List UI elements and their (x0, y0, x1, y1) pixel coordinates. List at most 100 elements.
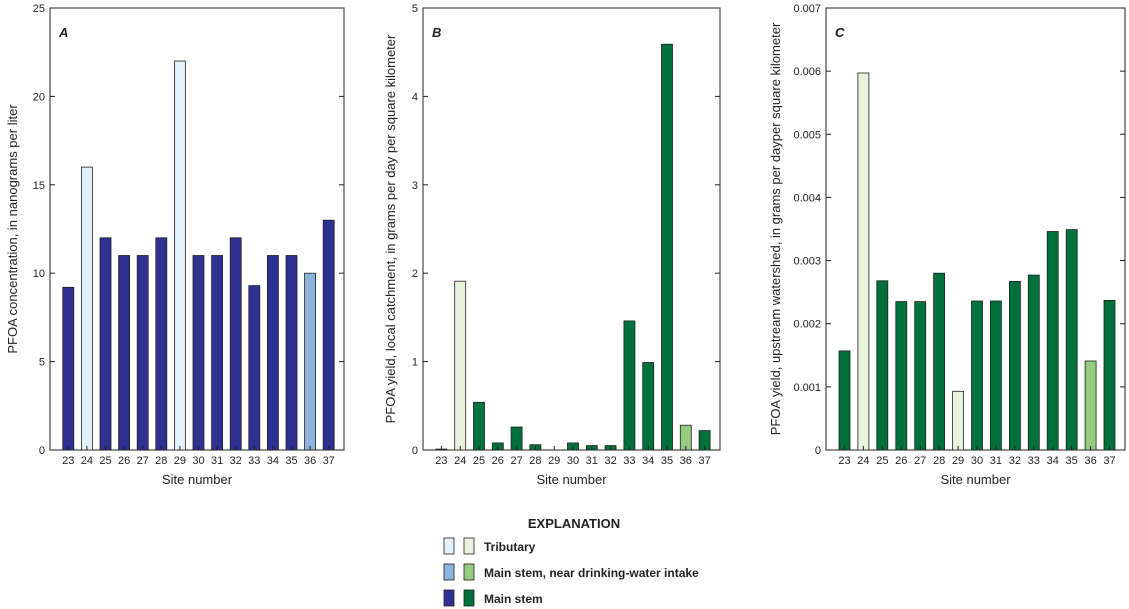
x-tick-label: 24 (857, 455, 869, 467)
bar-35 (1065, 229, 1078, 451)
panel-letter: C (835, 25, 845, 40)
x-tick-label: 37 (698, 455, 710, 467)
x-tick-label: 33 (623, 455, 635, 467)
bar-29 (173, 60, 186, 451)
x-tick-label: 23 (435, 455, 447, 467)
x-tick-label: 34 (1047, 455, 1059, 467)
y-tick-label: 5 (412, 3, 418, 15)
x-tick-label: 31 (211, 455, 223, 467)
bar-31 (990, 300, 1002, 451)
bar-35 (285, 255, 298, 451)
x-tick-label: 32 (230, 455, 242, 467)
bar-37 (322, 219, 335, 451)
bar-27 (136, 255, 149, 451)
y-tick-label: 25 (33, 3, 45, 15)
bar-34 (266, 255, 279, 451)
bar-25 (473, 401, 485, 451)
bar-25 (876, 280, 889, 451)
y-tick-label: 0 (39, 445, 45, 457)
x-tick-label: 34 (267, 455, 279, 467)
bar-28 (155, 237, 168, 451)
bar-36 (304, 272, 317, 451)
x-tick-label: 29 (174, 455, 186, 467)
y-tick-label: 4 (412, 91, 418, 103)
x-tick-label: 36 (1084, 455, 1096, 467)
plot-frame (422, 7, 721, 451)
legend-label-tributary: Tributary (484, 540, 536, 554)
bar-29 (952, 390, 964, 451)
y-tick-label: 0.004 (793, 192, 821, 204)
x-tick-label: 24 (81, 455, 93, 467)
x-tick-label: 28 (155, 455, 167, 467)
legend-swatch-intake-green (463, 563, 475, 581)
x-tick-label: 25 (473, 455, 485, 467)
bar-25 (99, 237, 112, 451)
x-tick-label: 30 (192, 455, 204, 467)
x-tick-label: 26 (118, 455, 130, 467)
bar-34 (642, 362, 655, 451)
y-tick-label: 0.003 (793, 256, 821, 268)
x-tick-label: 36 (304, 455, 316, 467)
y-axis-title: PFOA concentration, in nanograms per lit… (5, 104, 20, 354)
bar-37 (1103, 299, 1116, 451)
x-tick-label: 31 (990, 455, 1002, 467)
x-tick-label: 24 (454, 455, 466, 467)
x-tick-label: 29 (548, 455, 560, 467)
bar-33 (623, 320, 636, 451)
legend: EXPLANATION Tributary Main stem, near dr… (443, 516, 699, 607)
bar-24 (857, 72, 870, 451)
y-tick-label: 0.005 (793, 129, 821, 141)
x-tick-label: 25 (876, 455, 888, 467)
x-tick-label: 37 (1103, 455, 1115, 467)
bar-33 (1027, 274, 1040, 451)
bar-27 (914, 301, 927, 451)
bar-32 (1009, 280, 1021, 451)
x-tick-label: 28 (933, 455, 945, 467)
legend-swatch-tributary-green (463, 537, 475, 555)
panel-letter: A (58, 25, 68, 40)
bar-26 (118, 255, 130, 451)
chart-panel-c: 0 0.001 0.002 0.003 0.004 0.005 0.006 0.007 23 24… (768, 3, 1126, 487)
x-tick-label: 35 (1066, 455, 1078, 467)
y-tick-label: 2 (412, 268, 418, 280)
x-axis-title: Site number (162, 472, 233, 487)
y-tick-label: 0 (815, 445, 821, 457)
x-tick-label: 27 (137, 455, 149, 467)
legend-swatch-mainstem-green (463, 589, 475, 607)
x-tick-label: 25 (99, 455, 111, 467)
bar-35 (661, 43, 673, 451)
x-tick-label: 32 (604, 455, 616, 467)
x-tick-label: 31 (586, 455, 598, 467)
y-tick-label: 20 (33, 91, 45, 103)
x-tick-label: 26 (492, 455, 504, 467)
x-tick-label: 33 (248, 455, 260, 467)
y-tick-label: 0.007 (793, 3, 821, 15)
x-tick-label: 32 (1009, 455, 1021, 467)
bar-24 (454, 280, 467, 451)
y-tick-label: 1 (412, 357, 418, 369)
bar-32 (229, 237, 242, 451)
y-tick-label: 0 (412, 445, 418, 457)
legend-label-intake: Main stem, near drinking-water intake (484, 566, 699, 580)
y-tick-label: 0.001 (793, 382, 821, 394)
legend-swatch-intake-blue (443, 563, 455, 581)
x-tick-label: 30 (567, 455, 579, 467)
legend-label-mainstem: Main stem (484, 592, 543, 606)
y-tick-label: 3 (412, 180, 418, 192)
y-tick-label: 15 (33, 180, 45, 192)
y-tick-label: 10 (33, 268, 45, 280)
bar-23 (62, 286, 75, 451)
bar-24 (81, 166, 93, 451)
bar-36 (1084, 360, 1097, 451)
y-tick-label: 5 (39, 357, 45, 369)
bar-28 (933, 272, 945, 451)
x-tick-label: 27 (510, 455, 522, 467)
bar-26 (895, 301, 908, 451)
x-tick-label: 27 (914, 455, 926, 467)
bar-23 (838, 350, 851, 451)
panel-letter: B (432, 25, 441, 40)
bar-34 (1046, 231, 1059, 451)
